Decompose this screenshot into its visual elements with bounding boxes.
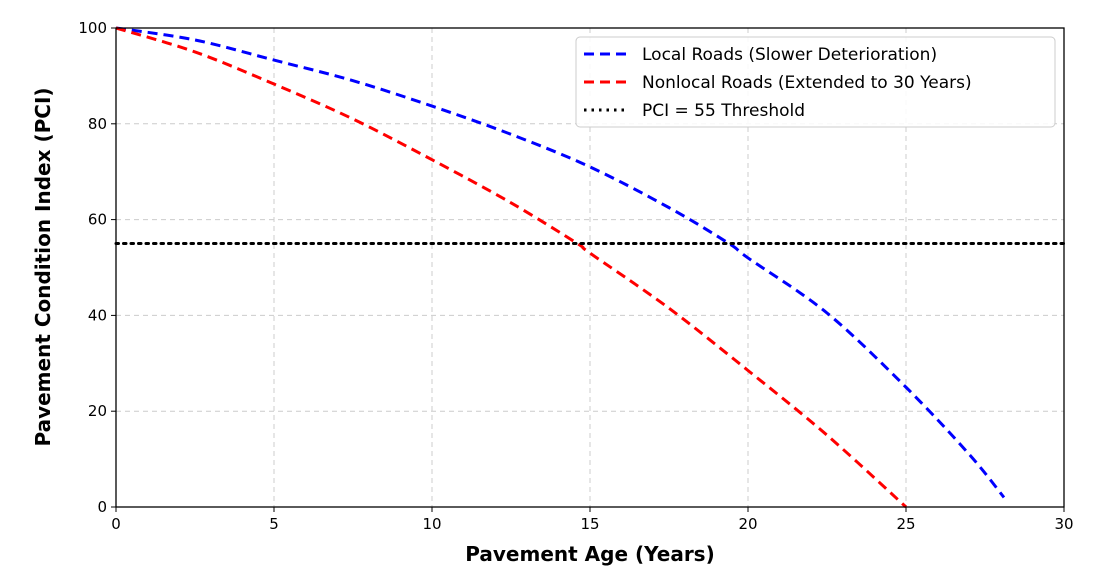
x-tick-label: 20 [738,515,757,533]
ticks: 0 5 10 15 20 25 30 0 20 40 60 80 100 [78,19,1073,533]
grid [116,28,1064,507]
series-line-1 [115,26,908,509]
legend-label-1: Nonlocal Roads (Extended to 30 Years) [642,73,972,93]
series-lines [114,26,1066,509]
y-axis-label: Pavement Condition Index (PCI) [31,87,55,446]
legend-label-2: PCI = 55 Threshold [642,101,805,121]
x-tick-label: 30 [1054,515,1073,533]
y-tick-label: 0 [97,498,107,516]
x-tick-label: 5 [269,515,279,533]
x-tick-label: 25 [896,515,915,533]
legend: Local Roads (Slower Deterioration) Nonloc… [575,36,1056,128]
x-tick-label: 10 [422,515,441,533]
legend-box [575,36,1056,128]
y-tick-label: 20 [88,402,107,420]
x-tick-label: 15 [580,515,599,533]
y-tick-label: 60 [88,211,107,229]
x-axis-label: Pavement Age (Years) [465,542,714,566]
x-tick-label: 0 [111,515,121,533]
y-tick-label: 80 [88,115,107,133]
y-tick-label: 100 [78,19,107,37]
legend-label-0: Local Roads (Slower Deterioration) [642,45,937,65]
y-tick-label: 40 [88,306,107,324]
